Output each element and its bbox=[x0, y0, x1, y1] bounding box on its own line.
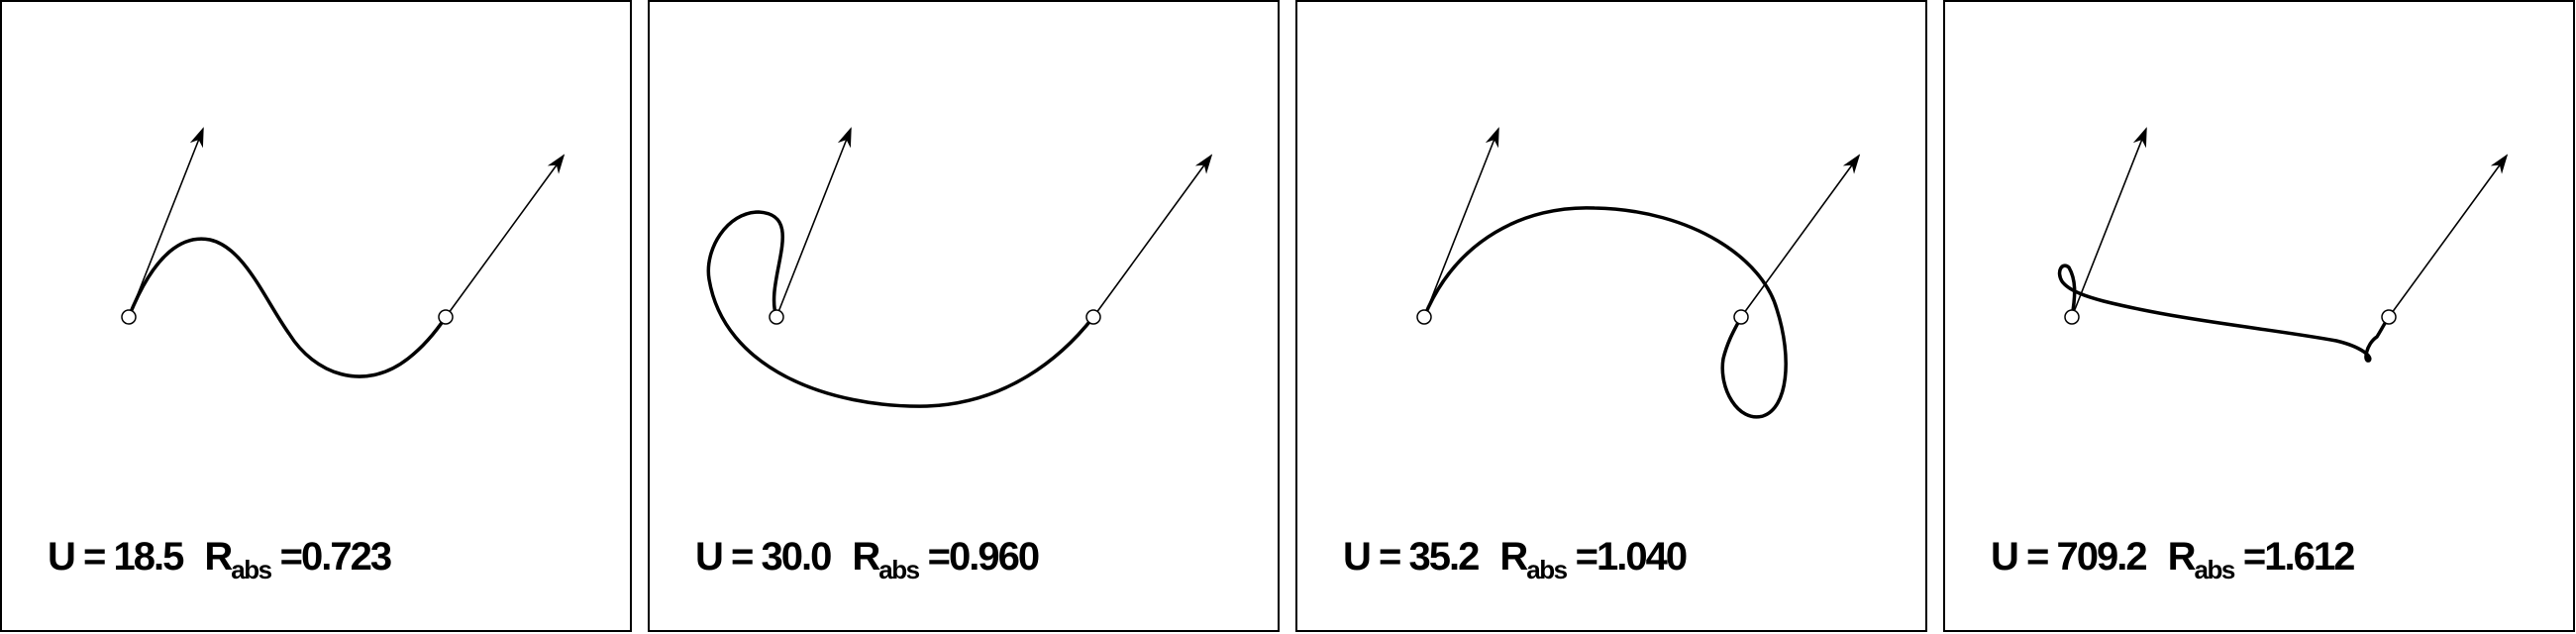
tangent-arrow-end bbox=[1093, 156, 1211, 317]
tangent-arrow-end bbox=[446, 156, 564, 317]
r-subscript: abs bbox=[1526, 555, 1566, 584]
panel-4-label: U = 709.2 Rabs =1.612 bbox=[1991, 533, 2353, 593]
end-point bbox=[1086, 310, 1100, 324]
curve bbox=[129, 239, 446, 376]
r-equals: = bbox=[280, 535, 301, 579]
r-equals: = bbox=[928, 535, 949, 579]
r-value: 1.612 bbox=[2264, 535, 2353, 579]
end-point bbox=[2382, 310, 2396, 324]
u-label: U = bbox=[1991, 535, 2047, 579]
r-subscript: abs bbox=[878, 555, 918, 584]
u-value: 35.2 bbox=[1408, 535, 1478, 579]
end-point bbox=[439, 310, 453, 324]
start-point bbox=[1417, 310, 1431, 324]
tangent-arrow-start bbox=[776, 129, 851, 317]
tangent-arrow-end bbox=[2389, 156, 2507, 317]
panel-1-label: U = 18.5 Rabs =0.723 bbox=[48, 533, 390, 593]
tangent-arrow-end bbox=[1741, 156, 1859, 317]
panel-2: U = 30.0 Rabs =0.960 bbox=[648, 0, 1280, 632]
u-value: 30.0 bbox=[761, 535, 830, 579]
start-point bbox=[2065, 310, 2079, 324]
panel-3-label: U = 35.2 Rabs =1.040 bbox=[1343, 533, 1686, 593]
r-value: 1.040 bbox=[1597, 535, 1686, 579]
r-label: R bbox=[852, 535, 878, 579]
u-label: U = bbox=[48, 535, 104, 579]
u-label: U = bbox=[1343, 535, 1399, 579]
tangent-arrow-start bbox=[1424, 129, 1498, 317]
panel-1: U = 18.5 Rabs =0.723 bbox=[0, 0, 632, 632]
panel-3: U = 35.2 Rabs =1.040 bbox=[1295, 0, 1927, 632]
end-point bbox=[1734, 310, 1748, 324]
u-value: 709.2 bbox=[2056, 535, 2145, 579]
r-label: R bbox=[2168, 535, 2195, 579]
start-point bbox=[770, 310, 783, 324]
r-equals: = bbox=[2243, 535, 2264, 579]
panel-2-label: U = 30.0 Rabs =0.960 bbox=[695, 533, 1038, 593]
tangent-arrow-start bbox=[2072, 129, 2146, 317]
panel-4: U = 709.2 Rabs =1.612 bbox=[1943, 0, 2575, 632]
r-subscript: abs bbox=[231, 555, 270, 584]
curve bbox=[1424, 208, 1786, 417]
r-value: 0.723 bbox=[301, 535, 390, 579]
r-equals: = bbox=[1576, 535, 1597, 579]
curve bbox=[708, 212, 1093, 406]
curve bbox=[2060, 265, 2389, 361]
r-label: R bbox=[204, 535, 231, 579]
r-value: 0.960 bbox=[949, 535, 1038, 579]
u-value: 18.5 bbox=[113, 535, 182, 579]
u-label: U = bbox=[695, 535, 752, 579]
r-label: R bbox=[1499, 535, 1526, 579]
r-subscript: abs bbox=[2194, 555, 2233, 584]
start-point bbox=[122, 310, 136, 324]
